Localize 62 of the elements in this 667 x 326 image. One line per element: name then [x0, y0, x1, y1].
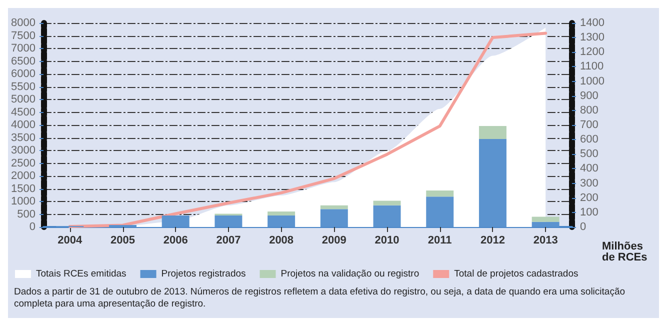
y2-tick-label: 500 — [580, 148, 598, 160]
y-tick-label: 1000 — [10, 196, 36, 208]
text: Dados a partir de 31 de outubro de 2013. Números de registros refletem a data efetiva do registro, ou seja, a data de quando era uma solicitação completa para uma apresentação de registro. — [14, 286, 628, 310]
y-tick-label: 6000 — [10, 68, 36, 80]
bar — [268, 216, 296, 227]
bar — [373, 205, 401, 227]
bar — [478, 126, 506, 140]
y2-tick-label: 900 — [580, 90, 598, 102]
y2-tick-label: 1400 — [580, 17, 604, 29]
y2-tick-label: 0 — [580, 221, 586, 233]
legend-label: Total de projetos cadastrados — [454, 268, 578, 280]
x-tick-label: 2008 — [269, 234, 294, 246]
y2-tick-label: 1200 — [580, 46, 604, 58]
bar — [320, 205, 348, 210]
x-tick-label: 2007 — [216, 234, 241, 246]
y-tick-label: 3000 — [10, 144, 36, 156]
y2-tick-label: 100 — [580, 206, 598, 218]
y2-tick-label: 300 — [580, 177, 598, 190]
bar — [162, 216, 190, 227]
y2-tick-label: 700 — [580, 119, 598, 131]
legend-label: Projetos na validação ou registro — [280, 268, 420, 280]
y-tick-label: 2000 — [10, 170, 36, 182]
y-tick-label: 500 — [17, 208, 36, 220]
x-tick-label: 2010 — [374, 234, 400, 246]
y-tick-label: 5500 — [10, 80, 36, 93]
bar — [426, 196, 454, 227]
bar — [426, 190, 454, 197]
y-tick-label: 7000 — [10, 42, 36, 54]
y2-tick-label: 400 — [580, 162, 598, 175]
y-tick-label: 1500 — [10, 182, 36, 195]
y-tick-label: 3500 — [10, 132, 36, 144]
legend-label: Totais RCEs emitidas — [36, 268, 127, 280]
x-tick-label: 2005 — [110, 234, 135, 246]
x-tick-label: 2009 — [322, 234, 346, 246]
y-tick-label: 8000 — [10, 17, 36, 29]
y2-tick-label: 1300 — [580, 32, 604, 44]
bar — [214, 216, 242, 227]
y-tick-label: 4000 — [10, 119, 36, 131]
y-tick-label: 7500 — [10, 30, 36, 42]
x-tick-label: 2011 — [428, 234, 452, 246]
x-tick-label: 2004 — [58, 234, 84, 246]
x-tick-label: 2012 — [480, 234, 505, 246]
y2-tick-label: 800 — [580, 104, 598, 116]
bar — [478, 139, 506, 227]
y2-tick-label: 200 — [580, 192, 598, 204]
y-tick-label: 0 — [29, 221, 36, 233]
bar — [532, 216, 560, 222]
x-tick-label: 2006 — [163, 234, 188, 246]
bar — [268, 211, 296, 216]
y2-tick-label: 1000 — [580, 75, 604, 88]
bar — [320, 209, 348, 227]
y2-tick-label: 600 — [580, 134, 598, 146]
y-tick-label: 5000 — [10, 94, 36, 106]
y2-tick-label: 1100 — [580, 60, 604, 73]
y2-axis-title: Milhões de RCEs — [602, 240, 648, 264]
x-tick-label: 2013 — [533, 234, 558, 246]
legend-label: Projetos registrados — [161, 268, 246, 280]
bar — [532, 222, 560, 227]
y-tick-label: 6500 — [10, 55, 36, 68]
bar — [373, 200, 401, 206]
y-tick-label: 2500 — [10, 157, 36, 170]
y-tick-label: 4500 — [10, 106, 36, 118]
